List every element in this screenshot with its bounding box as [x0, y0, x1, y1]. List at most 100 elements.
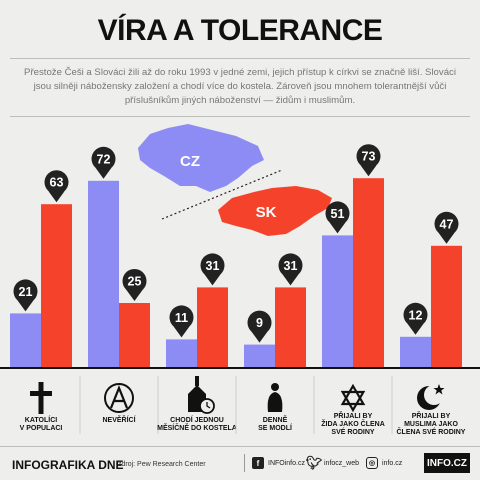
value-pin: [44, 170, 69, 195]
facebook-link[interactable]: f INFOinfo.cz: [252, 456, 305, 470]
category-label-line: CHODÍ JEDNOU: [170, 415, 224, 424]
value-pin: [434, 211, 459, 236]
value-label: 12: [409, 308, 423, 322]
category-label-line: MUSLIMA JAKO: [404, 421, 458, 428]
instagram-icon: ◎: [366, 457, 378, 469]
bar-sk: [275, 287, 306, 368]
category-label-line: KATOLÍCI: [25, 415, 57, 424]
value-pin-tail: [251, 331, 268, 343]
value-label: 47: [440, 217, 454, 231]
value-pin-tail: [282, 274, 299, 286]
bar-sk: [119, 303, 150, 368]
category-label-line: SVÉ RODINY: [331, 427, 375, 436]
church-cross: [195, 376, 199, 386]
intro-divider: [10, 116, 470, 117]
category-label-line: ČLENA SVÉ RODINY: [397, 427, 466, 436]
atheism-icon: [104, 383, 134, 413]
category-label: PŘIJALI BY MUSLIMA JAKO ČLENA SVÉ RODINY: [397, 411, 466, 436]
category-label-line: MĚSÍČNĚ DO KOSTELA: [157, 423, 237, 432]
value-pin-tail: [126, 290, 143, 301]
person-head: [271, 383, 279, 391]
footer-separator: [244, 454, 245, 472]
footer-title: INFOGRAFIKA DNE: [12, 458, 124, 472]
value-pin: [122, 269, 147, 293]
source-note: zdroj: Pew Research Center: [118, 461, 206, 468]
page-title: VÍRA A TOLERANCE: [97, 14, 383, 47]
value-pin: [91, 146, 116, 171]
footer-divider: [0, 446, 480, 447]
category-label: DENNĚ SE MODLÍ: [258, 415, 293, 432]
facebook-icon: f: [252, 457, 264, 469]
category-label: NEVĚŘÍCÍ: [102, 415, 136, 424]
intro-text: Přestože Češi a Slováci žili až do roku …: [24, 67, 456, 106]
bar-cz: [88, 180, 119, 368]
small-star: [433, 384, 445, 395]
bar-sk: [353, 178, 384, 368]
value-label: 63: [50, 176, 64, 190]
clock-hands: [206, 402, 211, 409]
brand-logo[interactable]: INFO.CZ: [424, 453, 470, 473]
value-pin-tail: [329, 222, 346, 234]
bar-cz: [244, 344, 275, 368]
value-pin: [247, 310, 272, 335]
value-label: 11: [175, 311, 188, 325]
category-label-line: SE MODLÍ: [258, 423, 293, 432]
category-label: PŘIJALI BY ŽIDA JAKO ČLENA SVÉ RODINY: [321, 411, 385, 436]
value-pin: [200, 253, 225, 278]
category-label: CHODÍ JEDNOU MĚSÍČNĚ DO KOSTELA: [157, 415, 237, 432]
value-pin-tail: [407, 323, 424, 335]
value-label: 72: [97, 152, 111, 166]
twitter-icon: 🐦︎: [305, 455, 323, 470]
value-pin-tail: [438, 232, 455, 244]
crescent-star-icon: [417, 384, 445, 410]
czechia-map: [138, 124, 264, 192]
person-body: [267, 392, 283, 412]
church-clock-icon: [188, 376, 215, 414]
value-label: 25: [128, 275, 142, 289]
value-label: 31: [206, 259, 220, 273]
country-maps: CZ SK: [138, 124, 332, 236]
value-pin: [403, 302, 428, 327]
category-label-line: ŽIDA JAKO ČLENA: [321, 419, 385, 428]
value-pin-tail: [48, 191, 65, 203]
cross-bar: [30, 391, 52, 396]
bar-cz: [322, 235, 353, 368]
atheism-ring: [104, 383, 134, 413]
praying-person-icon: [267, 383, 283, 412]
value-pin-tail: [17, 300, 34, 312]
cross-icon: [30, 382, 52, 414]
value-pin: [13, 279, 38, 304]
bar-chart: CZ SK 21 63 KATOLÍCI V POPULACI 72 25 NEVĚŘÍCÍ 11…: [0, 124, 480, 436]
top-divider: [10, 58, 470, 59]
footer: INFOGRAFIKA DNE zdroj: Pew Research Cent…: [0, 446, 480, 480]
bar-sk: [41, 204, 72, 368]
value-label: 31: [284, 259, 298, 273]
border-dotted-line: [161, 169, 283, 220]
atheism-a: [109, 385, 129, 409]
bar-cz: [400, 336, 431, 368]
value-label: 9: [256, 316, 263, 330]
twitter-handle: infocz_web: [324, 459, 360, 467]
bar-sk: [197, 287, 228, 368]
value-pin: [356, 144, 381, 169]
category-label-line: PŘIJALI BY: [412, 411, 451, 420]
category-label-line: DENNĚ: [263, 415, 288, 424]
star-triangle-down: [340, 390, 366, 413]
category-label-line: NEVĚŘÍCÍ: [102, 415, 136, 424]
category-label-line: PŘIJALI BY: [334, 411, 373, 420]
facebook-handle: INFOinfo.cz: [268, 459, 305, 467]
value-pin-tail: [95, 167, 112, 179]
twitter-link[interactable]: 🐦︎ infocz_web: [305, 455, 360, 470]
value-pin: [325, 201, 350, 226]
instagram-link[interactable]: ◎ info.cz: [366, 456, 402, 470]
bar-cz: [10, 313, 41, 368]
instagram-handle: info.cz: [382, 459, 403, 467]
value-pin-tail: [204, 274, 221, 286]
star-triangle-up: [340, 383, 366, 406]
value-label: 51: [331, 207, 345, 221]
value-label: 21: [19, 285, 33, 299]
value-pin-tail: [360, 165, 377, 177]
cross-stem: [38, 382, 44, 414]
value-pin: [169, 305, 194, 330]
bar-cz: [166, 339, 197, 368]
